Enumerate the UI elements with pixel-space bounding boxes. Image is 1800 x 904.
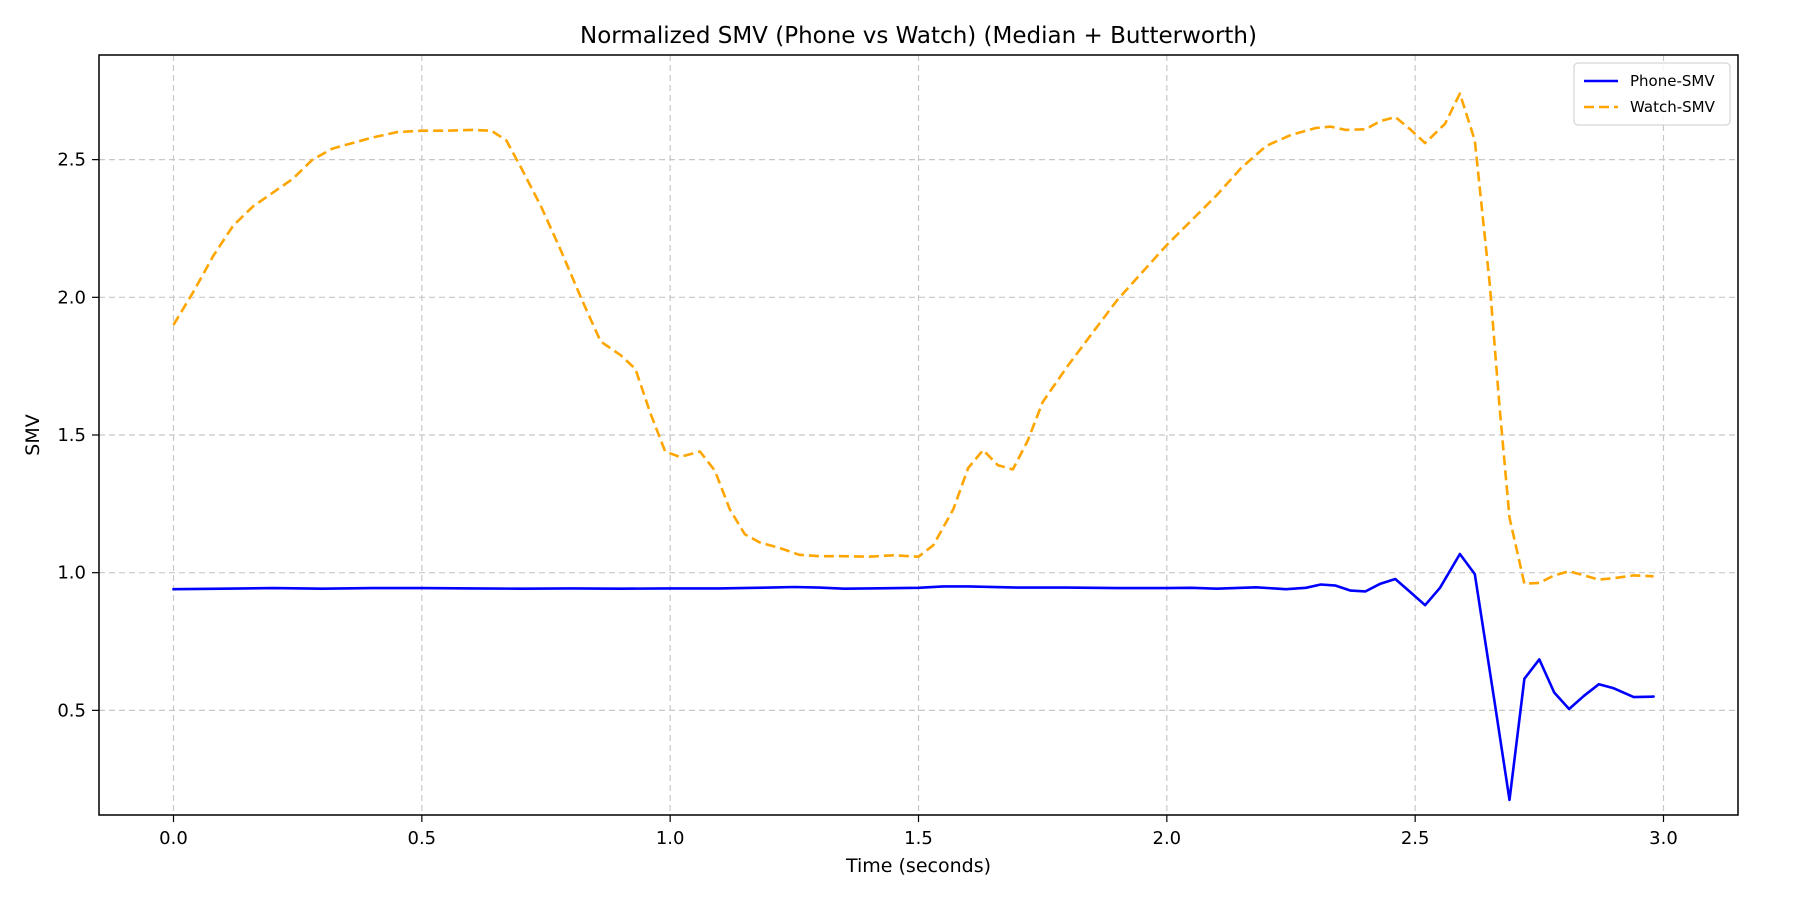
x-tick-label: 0.5 [408,828,437,849]
x-tick-label: 0.0 [159,828,188,849]
legend-box [1573,62,1731,126]
y-axis-label: SMV [22,414,44,455]
x-tick-label: 2.0 [1153,828,1182,849]
x-axis-ticks: 0.0 0.5 1.0 1.5 2.0 2.5 3.0 [159,815,1678,849]
y-axis-ticks: 0.5 1.0 1.5 2.0 2.5 [57,150,99,721]
y-tick-label: 0.5 [57,700,86,721]
series-line-watch-smv [172,92,1654,585]
y-tick-label: 2.5 [57,150,86,171]
legend: Phone-SMV Watch-SMV [1573,62,1731,126]
x-axis-label: Time (seconds) [845,855,991,877]
x-tick-label: 1.5 [904,828,933,849]
chart-title: Normalized SMV (Phone vs Watch) (Median … [580,23,1257,49]
y-tick-label: 1.0 [57,563,86,584]
series-line-phone-smv [172,552,1655,802]
x-tick-label: 2.5 [1401,828,1430,849]
legend-label: Watch-SMV [1630,98,1716,116]
x-tick-label: 3.0 [1649,828,1678,849]
y-tick-label: 2.0 [57,287,86,308]
x-tick-label: 1.0 [656,828,685,849]
legend-label: Phone-SMV [1630,72,1715,90]
series-lines [172,92,1655,802]
y-tick-label: 1.5 [57,425,86,446]
grid [99,55,1738,815]
